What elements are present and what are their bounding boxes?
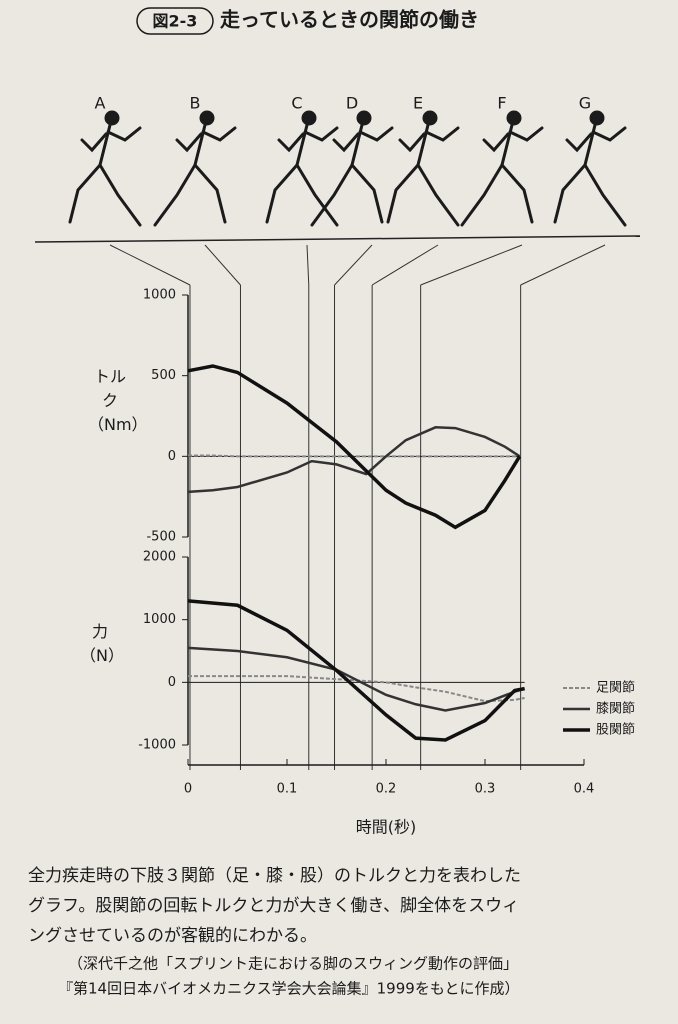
runner-part (80, 132, 108, 153)
runner-part (98, 163, 142, 227)
runner-part (356, 110, 372, 126)
data-line (187, 426, 521, 494)
runner-part (460, 163, 504, 227)
y-axis-label: 力（N） (80, 622, 124, 665)
runner-part (193, 163, 227, 224)
legend-label: 股関節 (596, 723, 635, 738)
runner-part (589, 110, 605, 126)
runner-part (332, 132, 360, 153)
data-line (187, 646, 525, 712)
runner-part (482, 132, 510, 153)
runner-part (201, 126, 237, 142)
runner (386, 110, 460, 227)
y-axis-label: トルク（Nm） (88, 367, 148, 434)
x-tick-label: 0.4 (574, 782, 595, 797)
x-tick-label: 0.1 (277, 782, 298, 797)
y-tick-label: 2000 (143, 550, 176, 565)
runner-part (398, 132, 426, 153)
legend-label: 足関節 (596, 681, 635, 696)
phase-connector (334, 244, 373, 286)
runner-part (424, 126, 460, 142)
phase-connector (371, 244, 439, 286)
runner-part (386, 163, 420, 224)
runner-part (310, 163, 354, 227)
runner (310, 110, 394, 227)
runner-part (350, 163, 384, 224)
phase-label: A (95, 94, 106, 113)
runner-part (106, 126, 142, 142)
phase-label: B (190, 94, 201, 113)
runner-part (553, 163, 587, 224)
source-line: 『第14回日本バイオメカニクス学会大会論集』1999をもとに作成） (58, 980, 520, 998)
phase-label: F (497, 94, 506, 113)
x-tick-label: 0 (184, 782, 192, 797)
x-tick-label: 0.3 (475, 782, 496, 797)
runner (153, 110, 237, 227)
runner (265, 110, 339, 227)
runner-part (295, 163, 339, 227)
runner-part (175, 132, 203, 153)
phase-connector (520, 244, 606, 286)
runner-part (506, 110, 522, 126)
runner-part (583, 163, 627, 227)
y-tick-label: -1000 (138, 738, 176, 753)
x-axis-label: 時間(秒) (356, 818, 417, 837)
phase-connector (204, 244, 241, 286)
runner-part (500, 163, 534, 224)
runner-part (358, 126, 394, 142)
y-tick-label: 1000 (143, 288, 176, 303)
y-tick-label: 0 (168, 449, 176, 464)
runner (553, 110, 627, 227)
runner-part (303, 126, 339, 142)
runner-part (591, 126, 627, 142)
phase-connector (109, 244, 191, 286)
figure-label: 図2-3 (153, 12, 198, 31)
source-line: （深代千之他「スプリント走における脚のスウィング動作の評価」 (68, 955, 518, 973)
phase-connector (420, 244, 523, 286)
y-tick-label: -500 (146, 530, 176, 545)
x-tick-label: 0.2 (376, 782, 397, 797)
runner-part (416, 163, 460, 227)
runner (460, 110, 544, 227)
figure-title: 走っているときの関節の働き (220, 8, 479, 32)
runner (68, 110, 142, 227)
runner-part (508, 126, 544, 142)
y-tick-label: 1000 (143, 612, 176, 627)
data-line (188, 675, 525, 703)
y-tick-label: 0 (168, 675, 176, 690)
runner-part (199, 110, 215, 126)
ground (34, 235, 641, 243)
runner-part (104, 110, 120, 126)
runner-part (301, 110, 317, 126)
runner-part (265, 163, 299, 224)
runner-part (277, 132, 305, 153)
runner-part (565, 132, 593, 153)
data-line (188, 454, 520, 458)
data-line (187, 599, 525, 742)
caption-line: グラフ。股関節の回転トルクと力が大きく働き、脚全体をスウィ (28, 896, 519, 916)
runner-part (153, 163, 197, 227)
phase-label: D (346, 94, 358, 113)
caption-line: 全力疾走時の下肢３関節（足・膝・股）のトルクと力を表わした (28, 866, 521, 886)
runner-part (68, 163, 102, 224)
phase-label: E (413, 94, 423, 113)
caption-line: ングさせているのが客観的にわかる。 (28, 926, 317, 946)
phase-label: G (579, 94, 591, 113)
y-tick-label: 500 (151, 368, 176, 383)
data-line (187, 364, 522, 530)
legend-label: 膝関節 (596, 702, 635, 717)
runner-part (422, 110, 438, 126)
label-box (136, 7, 214, 35)
phase-label: C (291, 94, 302, 113)
phase-connector (306, 244, 310, 286)
